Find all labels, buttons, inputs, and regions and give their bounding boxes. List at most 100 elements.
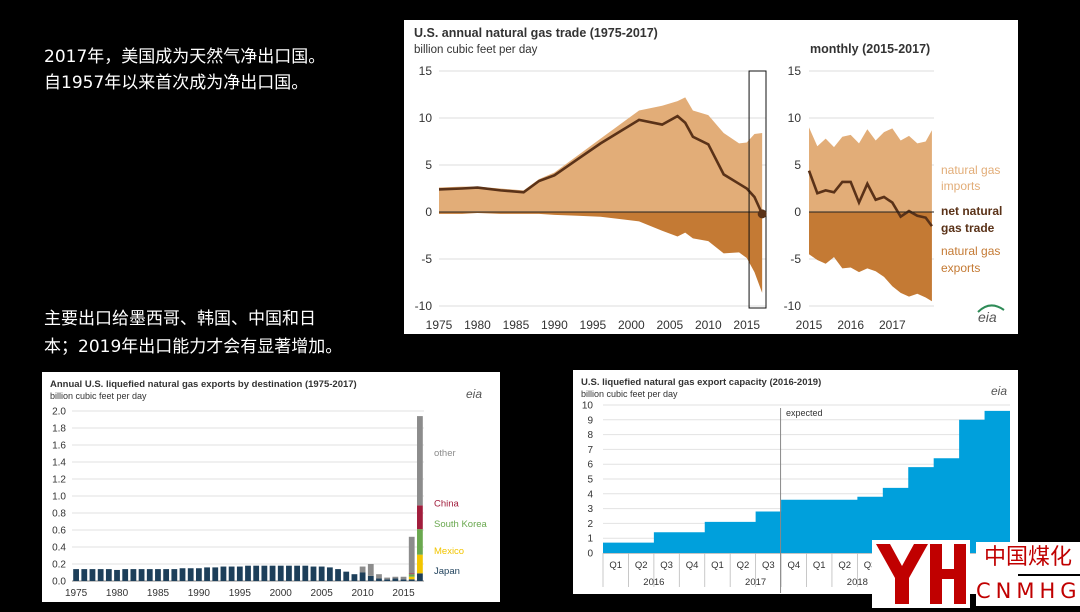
- bar-japan: [302, 565, 309, 581]
- bar-japan: [286, 565, 292, 581]
- chart1-title: U.S. annual natural gas trade (1975-2017…: [414, 26, 658, 40]
- y-tick: 8: [587, 430, 593, 441]
- legend-japan: Japan: [434, 566, 460, 577]
- x-tick-right: 2017: [879, 318, 906, 332]
- bar-japan: [73, 569, 79, 581]
- y-tick-right: -10: [784, 299, 802, 313]
- quarter-label: Q4: [686, 560, 699, 571]
- logo-english-name: CNMHG: [976, 576, 1080, 606]
- y-tick-left: -10: [415, 299, 433, 313]
- cnmhg-logo: 中国煤化工 CNMHG: [872, 540, 1080, 608]
- quarter-label: Q1: [813, 560, 826, 571]
- net-trade-line-monthly: [807, 170, 933, 227]
- legend-south-korea: South Korea: [434, 519, 488, 530]
- bar-japan: [130, 569, 137, 581]
- bar-japan: [245, 565, 251, 581]
- bar-south-korea: [417, 529, 423, 555]
- quarter-label: Q4: [787, 560, 800, 571]
- bar-china: [408, 573, 415, 575]
- x-tick-left: 1980: [464, 318, 491, 332]
- bar-other: [384, 577, 391, 580]
- y-tick: 2: [587, 519, 593, 530]
- quarter-label: Q3: [762, 560, 775, 571]
- bar-japan: [114, 569, 120, 581]
- bar-china: [417, 505, 423, 530]
- bar-japan: [408, 579, 415, 581]
- x-tick-left: 2015: [733, 318, 760, 332]
- chart1-subtitle: billion cubic feet per day: [414, 44, 538, 56]
- bar-japan: [400, 579, 407, 581]
- x-tick-left: 2000: [618, 318, 645, 332]
- bar-other: [367, 564, 374, 576]
- x-tick-right: 2015: [796, 318, 823, 332]
- bar-japan: [417, 573, 423, 581]
- y-tick: 0.4: [52, 543, 66, 554]
- bar-japan: [204, 567, 210, 581]
- y-tick: 4: [587, 489, 593, 500]
- bar-japan: [392, 578, 399, 581]
- x-tick: 1990: [188, 588, 211, 599]
- bar-japan: [179, 568, 186, 581]
- bar-japan: [195, 568, 202, 581]
- caption-line-4: 本；2019年出口能力才会有显著增加。: [44, 337, 343, 357]
- bar-japan: [97, 569, 104, 581]
- bar-japan: [212, 567, 219, 581]
- y-tick: 1.2: [52, 475, 66, 486]
- gas-trade-chart: U.S. annual natural gas trade (1975-2017…: [414, 26, 1005, 332]
- eia-logo: eia: [466, 387, 482, 401]
- legend-imports-2: imports: [941, 179, 980, 193]
- y-tick: 3: [587, 504, 593, 515]
- legend-exports-1: natural gas: [941, 244, 1000, 258]
- expected-annotation: expected: [786, 408, 823, 418]
- legend-exports-2: exports: [941, 261, 980, 275]
- bar-japan: [138, 569, 145, 581]
- y-tick: 0.6: [52, 526, 66, 537]
- bar-japan: [343, 571, 350, 581]
- bar-other: [392, 576, 399, 579]
- bar-other: [359, 566, 366, 573]
- logo-chinese-name: 中国煤化工: [976, 542, 1080, 602]
- y-tick-right: 10: [788, 111, 802, 125]
- y-tick: 1.6: [52, 441, 66, 452]
- x-tick-left: 1985: [503, 318, 530, 332]
- year-label: 2018: [847, 577, 868, 588]
- y-tick-left: 15: [419, 64, 433, 78]
- x-tick-right: 2016: [837, 318, 864, 332]
- gas-trade-chart-panel: U.S. annual natural gas trade (1975-2017…: [404, 20, 1018, 334]
- bar-japan: [277, 565, 284, 581]
- y-tick-left: 10: [419, 111, 433, 125]
- legend-net-1: net natural: [941, 204, 1002, 218]
- legend-china: China: [434, 499, 460, 510]
- y-tick-right: 0: [794, 205, 801, 219]
- y-tick: 0.0: [52, 577, 66, 588]
- bar-japan: [171, 569, 178, 581]
- imports-area-annual: [439, 97, 763, 212]
- eia-logo-arc: [977, 304, 1005, 313]
- bar-mexico: [417, 554, 423, 574]
- eia-logo: eia: [978, 309, 997, 325]
- quarter-label: Q1: [609, 560, 622, 571]
- y-tick-left: 5: [425, 158, 432, 172]
- eia-logo: eia: [991, 384, 1007, 398]
- y-tick: 0.8: [52, 509, 66, 520]
- lng-capacity-chart-panel: U.S. liquefied natural gas export capaci…: [573, 370, 1018, 594]
- bar-japan: [376, 578, 382, 581]
- bar-japan: [163, 569, 170, 581]
- x-tick: 1995: [229, 588, 252, 599]
- bar-mexico: [408, 576, 415, 580]
- x-tick: 2010: [351, 588, 374, 599]
- lng-destination-chart: Annual U.S. liquefied natural gas export…: [50, 379, 488, 599]
- chart1-monthly-title: monthly (2015-2017): [810, 42, 930, 56]
- bar-other: [417, 416, 423, 506]
- bar-japan: [326, 567, 333, 581]
- y-tick: 1.4: [52, 458, 66, 469]
- imports-area-monthly: [809, 127, 932, 212]
- yh-logo-mark: [872, 540, 970, 608]
- quarter-label: Q2: [737, 560, 750, 571]
- legend-net-2: gas trade: [941, 221, 995, 235]
- bar-japan: [294, 565, 301, 581]
- bar-japan: [187, 568, 194, 581]
- legend-mexico: Mexico: [434, 546, 464, 557]
- y-tick: 0: [587, 549, 593, 560]
- bar-japan: [367, 575, 374, 581]
